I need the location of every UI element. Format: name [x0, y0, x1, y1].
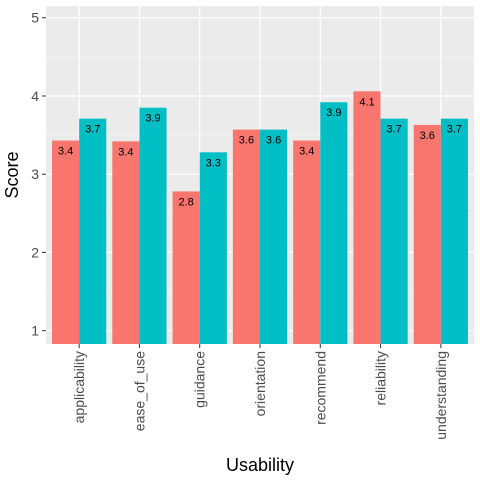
bar [139, 107, 167, 345]
bar [413, 124, 441, 344]
y-tick-label: 5 [31, 10, 39, 26]
x-tick-label: applicability [71, 351, 87, 423]
bar [199, 152, 227, 344]
bar-data-label: 3.6 [420, 130, 435, 142]
bar-data-label: 3.6 [266, 135, 281, 147]
y-tick-label: 4 [31, 88, 39, 104]
y-tick-label: 2 [31, 244, 39, 260]
bar-data-label: 4.1 [359, 96, 374, 108]
bar [232, 129, 260, 344]
bar [172, 191, 200, 344]
x-tick-label: orientation [252, 351, 268, 416]
bar-data-label: 3.3 [206, 157, 221, 169]
bar [380, 118, 408, 345]
bar-data-label: 3.4 [118, 146, 133, 158]
bar-data-label: 3.6 [239, 135, 254, 147]
bar [320, 102, 348, 344]
y-tick-label: 3 [31, 166, 39, 182]
bar [260, 129, 288, 344]
bars [52, 91, 468, 345]
bar-data-label: 3.7 [85, 124, 100, 136]
bar [112, 141, 140, 344]
x-tick-label: understanding [433, 351, 449, 440]
bar-labels: 3.4 3.4 2.8 3.6 3.4 4.1 3.6 3.7 3.9 3.3 3.6 3.9 3.7 3… [58, 96, 462, 208]
x-tick-label: guidance [192, 351, 208, 408]
bar-data-label: 3.4 [58, 146, 73, 158]
x-axis-title: Usability [226, 455, 294, 475]
x-tick-label: ease_of_use [131, 351, 147, 431]
bar [79, 118, 107, 345]
bar-data-label: 2.8 [179, 196, 194, 208]
bar [440, 118, 468, 345]
y-tick-label: 1 [31, 323, 39, 339]
x-tick-label: recommend [312, 351, 328, 425]
bar-data-label: 3.9 [145, 113, 160, 125]
bar [52, 140, 80, 344]
bar-data-label: 3.7 [386, 124, 401, 136]
bar-data-label: 3.7 [447, 124, 462, 136]
bar [293, 140, 321, 344]
bar-data-label: 3.9 [326, 107, 341, 119]
y-axis-title: Score [2, 151, 22, 198]
x-axis: applicability ease_of_use guidance orientat… [71, 344, 449, 440]
bar [353, 91, 381, 344]
y-axis: 1 2 3 4 5 [31, 10, 46, 339]
bar-data-label: 3.4 [299, 146, 314, 158]
x-tick-label: reliability [373, 351, 389, 405]
